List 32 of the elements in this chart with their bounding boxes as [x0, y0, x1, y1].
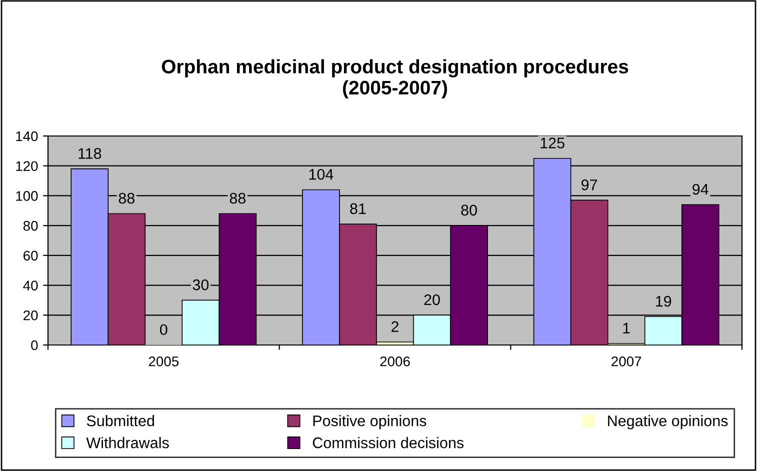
- y-tick-label: 80: [23, 220, 38, 231]
- data-label: 1: [623, 322, 630, 334]
- y-tick-label: 20: [24, 310, 38, 320]
- data-label: 30: [192, 279, 209, 290]
- y-tick-label: 100: [16, 191, 38, 201]
- data-label: 104: [309, 168, 334, 180]
- chart-title: Orphan medicinal product designation procedures (2005-2007): [162, 59, 628, 98]
- data-label: 88: [118, 192, 134, 204]
- data-label: 97: [582, 179, 598, 190]
- y-tick-label: 0: [31, 340, 38, 350]
- legend-label: Positive opinions: [313, 415, 426, 430]
- data-label: 20: [424, 294, 440, 306]
- data-label: 80: [461, 204, 477, 216]
- y-tick-label: 40: [23, 280, 38, 290]
- data-label: 19: [656, 296, 672, 307]
- legend-label: Negative opinions: [608, 415, 728, 430]
- data-label: 0: [160, 324, 168, 336]
- y-tick-label: 60: [24, 250, 38, 261]
- legend-label: Submitted: [86, 415, 154, 426]
- x-tick-label: 2005: [148, 356, 179, 366]
- x-tick-label: 2007: [612, 356, 642, 366]
- data-label: 2: [392, 321, 398, 332]
- x-tick-label: 2006: [380, 356, 410, 366]
- legend-label: Commission decisions: [312, 437, 464, 448]
- y-tick-label: 140: [16, 131, 38, 142]
- data-label: 125: [540, 138, 564, 148]
- legend-label: Withdrawals: [86, 437, 169, 448]
- data-label: 88: [230, 192, 246, 204]
- data-label: 118: [78, 148, 102, 159]
- y-tick-label: 120: [16, 161, 38, 172]
- data-label: 81: [350, 203, 366, 214]
- data-label: 94: [692, 184, 708, 195]
